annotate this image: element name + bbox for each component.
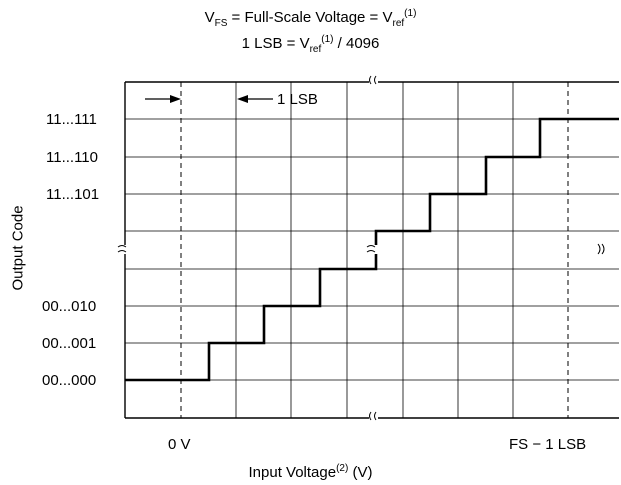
x-axis-label: Input Voltage(2) (V): [0, 463, 621, 481]
axis-break-marks: [117, 75, 605, 422]
x-label-main: Input Voltage: [248, 464, 337, 481]
y-tick-11-111: 11...111: [46, 111, 97, 128]
title-middle: = Full-Scale Voltage = V: [227, 9, 393, 26]
title-ref-sub: ref: [392, 18, 405, 29]
y-tick-00-001: 00...001: [42, 335, 97, 352]
y-tick-00-010: 00...010: [42, 298, 97, 315]
x-label-sup: (2): [336, 463, 349, 474]
title-v: V: [204, 9, 215, 26]
title2-ref-sub: ref: [309, 44, 322, 55]
lsb-annotation: 1 LSB: [277, 91, 318, 108]
title2-ref-sup: (1): [321, 34, 334, 45]
left-arrow-icon: [237, 95, 248, 103]
y-axis-label: Output Code: [9, 205, 27, 291]
title2-post: / 4096: [333, 35, 380, 52]
title2-pre: 1 LSB = V: [241, 35, 310, 52]
x-tick-fs-minus-lsb: FS − 1 LSB: [509, 436, 587, 453]
title-ref-sup: (1): [404, 8, 417, 19]
diagram-title-line1: VFS = Full-Scale Voltage = Vref(1): [0, 9, 621, 29]
title-fs-sub: FS: [214, 18, 228, 29]
x-tick-zero-volt: 0 V: [168, 436, 191, 453]
y-tick-11-101: 11...101: [46, 186, 100, 203]
lsb-arrows: [145, 95, 273, 103]
y-tick-00-000: 00...000: [42, 372, 97, 389]
x-label-unit: (V): [348, 464, 373, 481]
y-tick-11-110: 11...110: [46, 149, 98, 166]
dashed-markers: [180, 82, 569, 418]
right-arrow-icon: [170, 95, 181, 103]
diagram-title-line2: 1 LSB = Vref(1) / 4096: [0, 35, 621, 55]
